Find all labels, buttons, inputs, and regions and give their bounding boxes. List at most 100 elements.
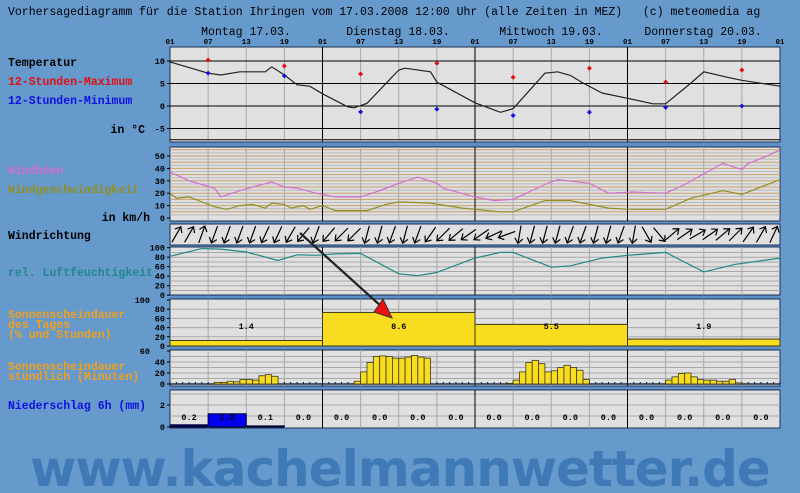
humidity-line [169,247,781,277]
precip-value: 1.2 [220,413,235,423]
arrow-shape [361,225,371,245]
hour-tick-label: 13 [699,39,709,47]
y-tick-label: 30 [155,177,165,187]
sunshine-hour-bar [525,362,533,385]
sunshine-hour-bar [226,380,234,385]
precip-value: 0.0 [334,413,349,423]
sunshine-day-value: 8.6 [391,322,406,332]
y-tick-label: 100 [150,244,165,254]
precip-value: 0.0 [601,413,616,423]
precip-value: 0.0 [525,413,540,423]
sun-day-label: des Tages [8,319,70,332]
arrow-shape [246,225,257,244]
wind-arrow [664,228,680,241]
wind-arrow [742,226,755,243]
wind-arrow [448,228,464,241]
left-labels: Temperatur 12-Stunden-Maximum 12-Stunden… [8,57,153,413]
arrow-shape [689,228,707,240]
wind-arrow [590,225,599,245]
y-tick-label: 40 [155,324,165,334]
sunshine-hour-bar [411,354,419,385]
y-tick-label: 0 [160,342,165,352]
wind-arrow [208,225,219,244]
min-point [739,103,745,109]
wind-arrow [485,230,503,241]
sunshine-hour-bar [353,380,362,385]
day-label: Dienstag 18.03. [346,26,450,39]
sunshine-hour-bar [423,357,431,385]
precip-value: 0.0 [448,413,463,423]
arrow-shape [742,226,755,243]
sunshine-hour-bar [550,370,559,385]
sunshine-hour-bar [271,375,279,385]
arrow-shape [374,225,383,245]
arrow-shape [412,225,422,244]
arrow-shape [539,225,549,245]
sunshine-hour-bar [366,362,374,385]
y-tick-label: 5 [160,80,165,90]
temperature-line [169,61,781,113]
y-tick-label: 40 [155,164,165,174]
precip-value: 0.0 [296,413,311,423]
max-point [510,74,516,80]
arrow-shape [184,225,196,243]
sunshine-hour-bar [677,373,686,385]
day-label: Donnerstag 20.03. [644,26,761,39]
arrow-shape [310,225,320,244]
wind-arrow [424,226,437,243]
gusts-legend: Windböen [8,165,63,178]
hour-tick-label: 19 [280,39,290,47]
y-tick-label: -5 [155,125,165,135]
sunshine-hour-bar [716,380,724,385]
wind-arrow [361,225,371,245]
sunshine-day-bar [627,338,781,347]
sunshine-hour-bar [709,379,717,385]
wind-arrow [577,225,587,244]
sunshine-hour-bar [252,379,260,385]
wind-arrow [234,225,244,244]
sunshine-hour-bar [258,375,266,385]
sunshine-hour-bar [506,383,514,385]
hour-tick-label: 01 [775,39,785,47]
sunshine-day-bar [474,323,628,347]
hour-tick-label: 01 [470,39,480,47]
wind-arrow [526,225,536,245]
y-tick-label: 0 [160,380,165,390]
wind-arrow [539,225,549,245]
hour-tick-label: 13 [547,39,557,47]
sunshine-day-value: 1.9 [696,322,711,332]
wind-arrow [412,225,422,244]
wind-arrow [374,225,383,245]
footer-logo: www.kachelmannwetter.de [30,440,770,493]
wind-arrow [473,228,490,241]
sunshine-hour-bar [569,367,578,385]
sunshine-hour-bar [563,364,571,385]
hour-tick-label: 07 [204,39,213,47]
sunshine-hour-bar [264,374,273,385]
precip-value: 0.0 [486,413,501,423]
min-point [434,106,440,112]
wind-arrow [184,225,196,243]
wind-arrow [334,227,349,242]
wind-arrow [460,228,477,241]
arrow-shape [664,228,680,241]
arrow-shape [272,226,283,244]
arrow-shape [552,225,561,245]
sunshine-hour-bar [398,357,406,385]
wind-arrow [702,228,719,241]
sunshine-hour-bar [239,379,247,385]
arrow-shape [590,225,599,245]
arrow-shape [497,230,516,241]
pointer-arrow-head [373,298,393,319]
hour-tick-label: 13 [242,39,252,47]
wind-arrow [310,225,320,244]
sunshine-hour-bar [372,356,381,385]
min-point [663,104,669,110]
sunshine-hour-bar [385,356,393,385]
arrow-shape [386,225,397,244]
sunshine-hour-bar [728,379,736,385]
sunshine-hour-bar [582,379,590,385]
